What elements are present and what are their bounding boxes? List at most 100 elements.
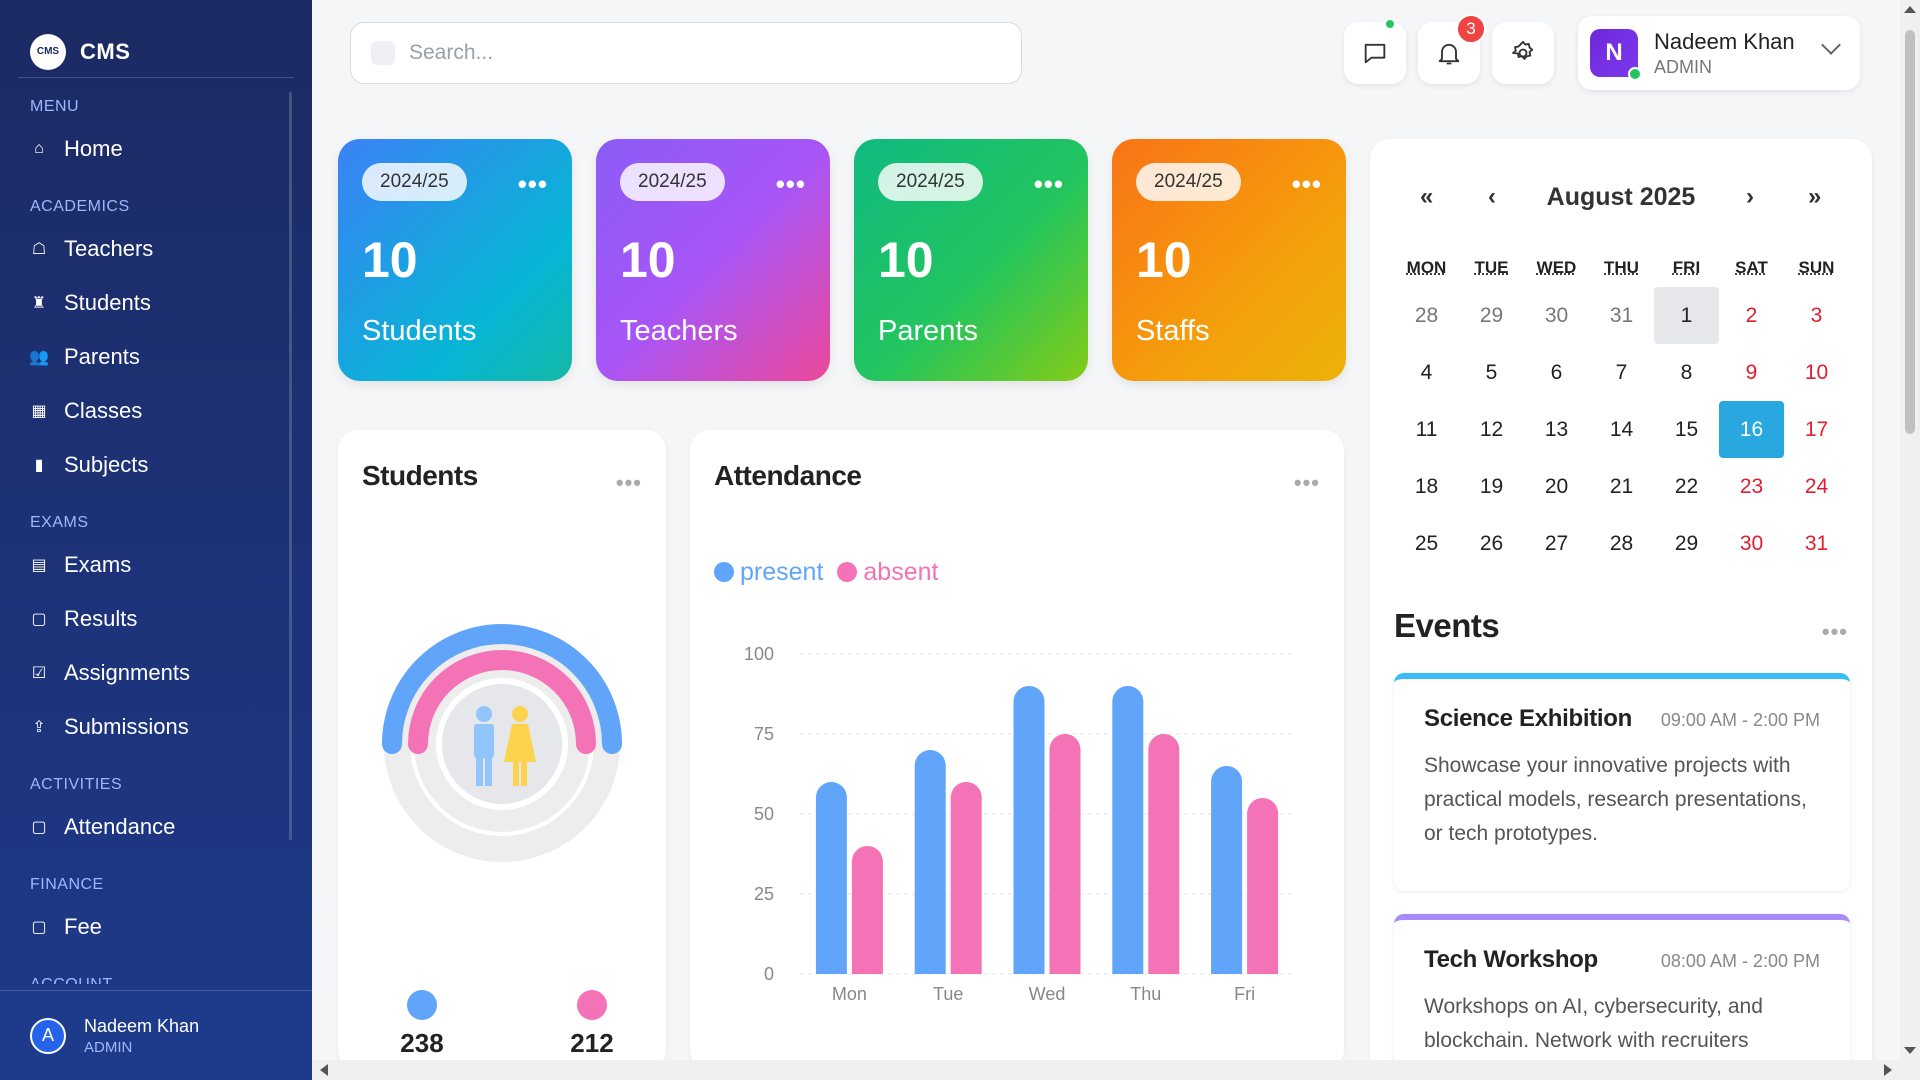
stat-label: Teachers [620, 315, 738, 347]
prev-month-button[interactable]: ‹ [1488, 183, 1496, 210]
more-icon[interactable]: ••• [1821, 619, 1848, 644]
calendar-day[interactable]: 28 [1609, 531, 1634, 555]
event-card[interactable]: Science Exhibition 09:00 AM - 2:00 PM Sh… [1394, 673, 1850, 891]
scroll-up-icon[interactable] [1904, 6, 1916, 13]
stat-card-students[interactable]: 2024/25 ••• 10 Students [338, 139, 572, 381]
calendar-day[interactable]: 31 [1804, 531, 1829, 555]
more-icon[interactable]: ••• [615, 470, 642, 495]
calendar-day[interactable]: 24 [1804, 474, 1829, 498]
bar-absent-fri[interactable] [1247, 798, 1279, 974]
search-input[interactable] [409, 41, 969, 65]
messages-button[interactable] [1344, 18, 1406, 84]
calendar-day[interactable]: 14 [1609, 417, 1634, 441]
bar-present-tue[interactable] [914, 750, 946, 974]
bar-absent-tue[interactable] [950, 782, 982, 974]
sidebar-item-subjects[interactable]: ▮ Subjects [0, 438, 312, 492]
sidebar-item-students[interactable]: ♜ Students [0, 276, 312, 330]
sidebar-item-teachers[interactable]: ☖ Teachers [0, 222, 312, 276]
calendar-day[interactable]: 9 [1745, 360, 1758, 384]
more-icon[interactable]: ••• [775, 169, 806, 199]
legend-absent[interactable]: absent [837, 558, 938, 587]
sidebar-item-parents[interactable]: 👥 Parents [0, 330, 312, 384]
user-menu[interactable]: N Nadeem Khan ADMIN [1578, 16, 1860, 90]
next-year-button[interactable]: » [1808, 183, 1822, 210]
calendar-day[interactable]: 18 [1414, 474, 1439, 498]
calendar-day[interactable]: 6 [1550, 360, 1563, 384]
bar-present-mon[interactable] [815, 782, 847, 974]
calendar-day[interactable]: 21 [1609, 474, 1634, 498]
more-icon[interactable]: ••• [1293, 470, 1320, 495]
calendar-day[interactable]: 28 [1414, 303, 1439, 327]
stat-card-parents[interactable]: 2024/25 ••• 10 Parents [854, 139, 1088, 381]
sidebar-item-attendance[interactable]: ▢ Attendance [0, 800, 312, 854]
sidebar-item-fee[interactable]: ▢ Fee [0, 900, 312, 954]
calendar-day[interactable]: 17 [1804, 417, 1829, 441]
sidebar-item-home[interactable]: ⌂ Home [0, 122, 312, 176]
calendar-day[interactable]: 12 [1479, 417, 1504, 441]
calendar-day[interactable]: 5 [1485, 360, 1498, 384]
calendar-day[interactable]: 16 [1719, 401, 1784, 458]
calendar-day[interactable]: 23 [1739, 474, 1764, 498]
year-pill[interactable]: 2024/25 [878, 163, 983, 201]
stat-card-staffs[interactable]: 2024/25 ••• 10 Staffs [1112, 139, 1346, 381]
bar-present-thu[interactable] [1112, 686, 1144, 974]
vertical-scrollbar[interactable] [1900, 0, 1920, 1060]
calendar-day[interactable]: 2 [1745, 303, 1758, 327]
event-title: Science Exhibition [1424, 705, 1632, 732]
calendar-day[interactable]: 8 [1680, 360, 1693, 384]
more-icon[interactable]: ••• [517, 169, 548, 199]
bar-present-fri[interactable] [1211, 766, 1243, 974]
calendar-day[interactable]: 30 [1544, 303, 1569, 327]
calendar-day[interactable]: 13 [1544, 417, 1569, 441]
legend-present[interactable]: present [714, 558, 823, 587]
year-pill[interactable]: 2024/25 [362, 163, 467, 201]
scroll-down-icon[interactable] [1904, 1047, 1916, 1054]
scroll-left-icon[interactable] [320, 1064, 328, 1076]
year-pill[interactable]: 2024/25 [1136, 163, 1241, 201]
calendar-day[interactable]: 4 [1420, 360, 1433, 384]
sidebar-user[interactable]: A Nadeem Khan ADMIN [0, 990, 312, 1080]
more-icon[interactable]: ••• [1291, 169, 1322, 199]
calendar-day[interactable]: 30 [1739, 531, 1764, 555]
sidebar-item-exams[interactable]: ▤ Exams [0, 538, 312, 592]
calendar-day[interactable]: 29 [1674, 531, 1699, 555]
calendar-day[interactable]: 20 [1544, 474, 1569, 498]
search-bar[interactable] [350, 22, 1022, 84]
settings-button[interactable] [1492, 22, 1554, 84]
event-card[interactable]: Tech Workshop 08:00 AM - 2:00 PM Worksho… [1394, 914, 1850, 1079]
bar-absent-wed[interactable] [1049, 734, 1081, 974]
calendar-day[interactable]: 7 [1615, 360, 1628, 384]
classes-icon: ▦ [31, 403, 47, 420]
calendar-day[interactable]: 31 [1609, 303, 1634, 327]
bar-present-wed[interactable] [1013, 686, 1045, 974]
bar-absent-thu[interactable] [1148, 734, 1180, 974]
bar-absent-mon[interactable] [851, 846, 883, 974]
sidebar-item-results[interactable]: ▢ Results [0, 592, 312, 646]
calendar-day[interactable]: 3 [1810, 303, 1823, 327]
calendar-day[interactable]: 15 [1674, 417, 1699, 441]
more-icon[interactable]: ••• [1033, 169, 1064, 199]
prev-year-button[interactable]: « [1420, 183, 1434, 210]
calendar-day[interactable]: 10 [1804, 360, 1829, 384]
brand[interactable]: CMS CMS [18, 0, 294, 78]
sidebar-item-classes[interactable]: ▦ Classes [0, 384, 312, 438]
scroll-thumb[interactable] [1905, 30, 1915, 434]
calendar-day[interactable]: 26 [1479, 531, 1504, 555]
calendar-day[interactable]: 27 [1544, 531, 1569, 555]
next-month-button[interactable]: › [1746, 183, 1754, 210]
year-pill[interactable]: 2024/25 [620, 163, 725, 201]
calendar-day[interactable]: 19 [1479, 474, 1504, 498]
calendar-day[interactable]: 11 [1415, 417, 1438, 441]
stat-card-teachers[interactable]: 2024/25 ••• 10 Teachers [596, 139, 830, 381]
scroll-right-icon[interactable] [1884, 1064, 1892, 1076]
notifications-button[interactable]: 3 [1418, 14, 1486, 84]
calendar-day[interactable]: 1 [1654, 287, 1719, 344]
calendar-day[interactable]: 29 [1479, 303, 1504, 327]
horizontal-scrollbar[interactable] [312, 1060, 1920, 1080]
y-tick-label: 0 [764, 964, 774, 984]
sidebar-scrollbar[interactable] [289, 92, 292, 840]
sidebar-item-submissions[interactable]: ⇪ Submissions [0, 700, 312, 754]
calendar-day[interactable]: 25 [1414, 531, 1439, 555]
sidebar-item-assignments[interactable]: ☑ Assignments [0, 646, 312, 700]
calendar-day[interactable]: 22 [1674, 474, 1699, 498]
